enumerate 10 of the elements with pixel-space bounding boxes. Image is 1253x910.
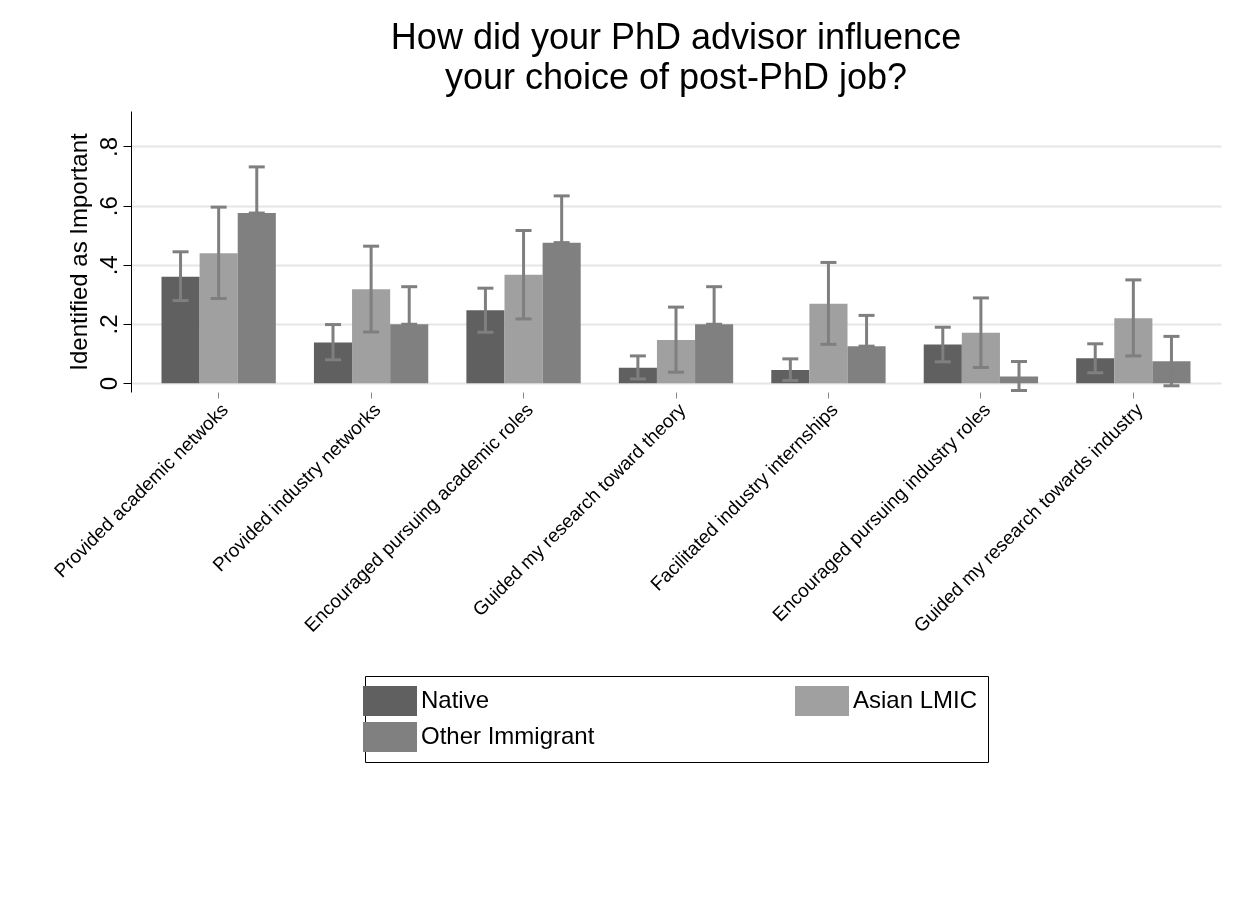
legend-label: Asian LMIC	[853, 686, 978, 713]
y-tick-label: .6	[94, 196, 122, 217]
legend-label: Native	[421, 686, 490, 713]
y-tick-label: .2	[94, 314, 122, 335]
y-tick-label: 0	[94, 376, 122, 391]
y-tick-label: .4	[94, 255, 122, 276]
y-axis-title: Identified as Important	[64, 132, 92, 371]
legend-label: Other Immigrant	[421, 722, 595, 749]
chart-title: How did your PhD advisor influence your choice of post-PhD job?	[390, 16, 962, 97]
y-tick-label: .8	[94, 136, 122, 157]
